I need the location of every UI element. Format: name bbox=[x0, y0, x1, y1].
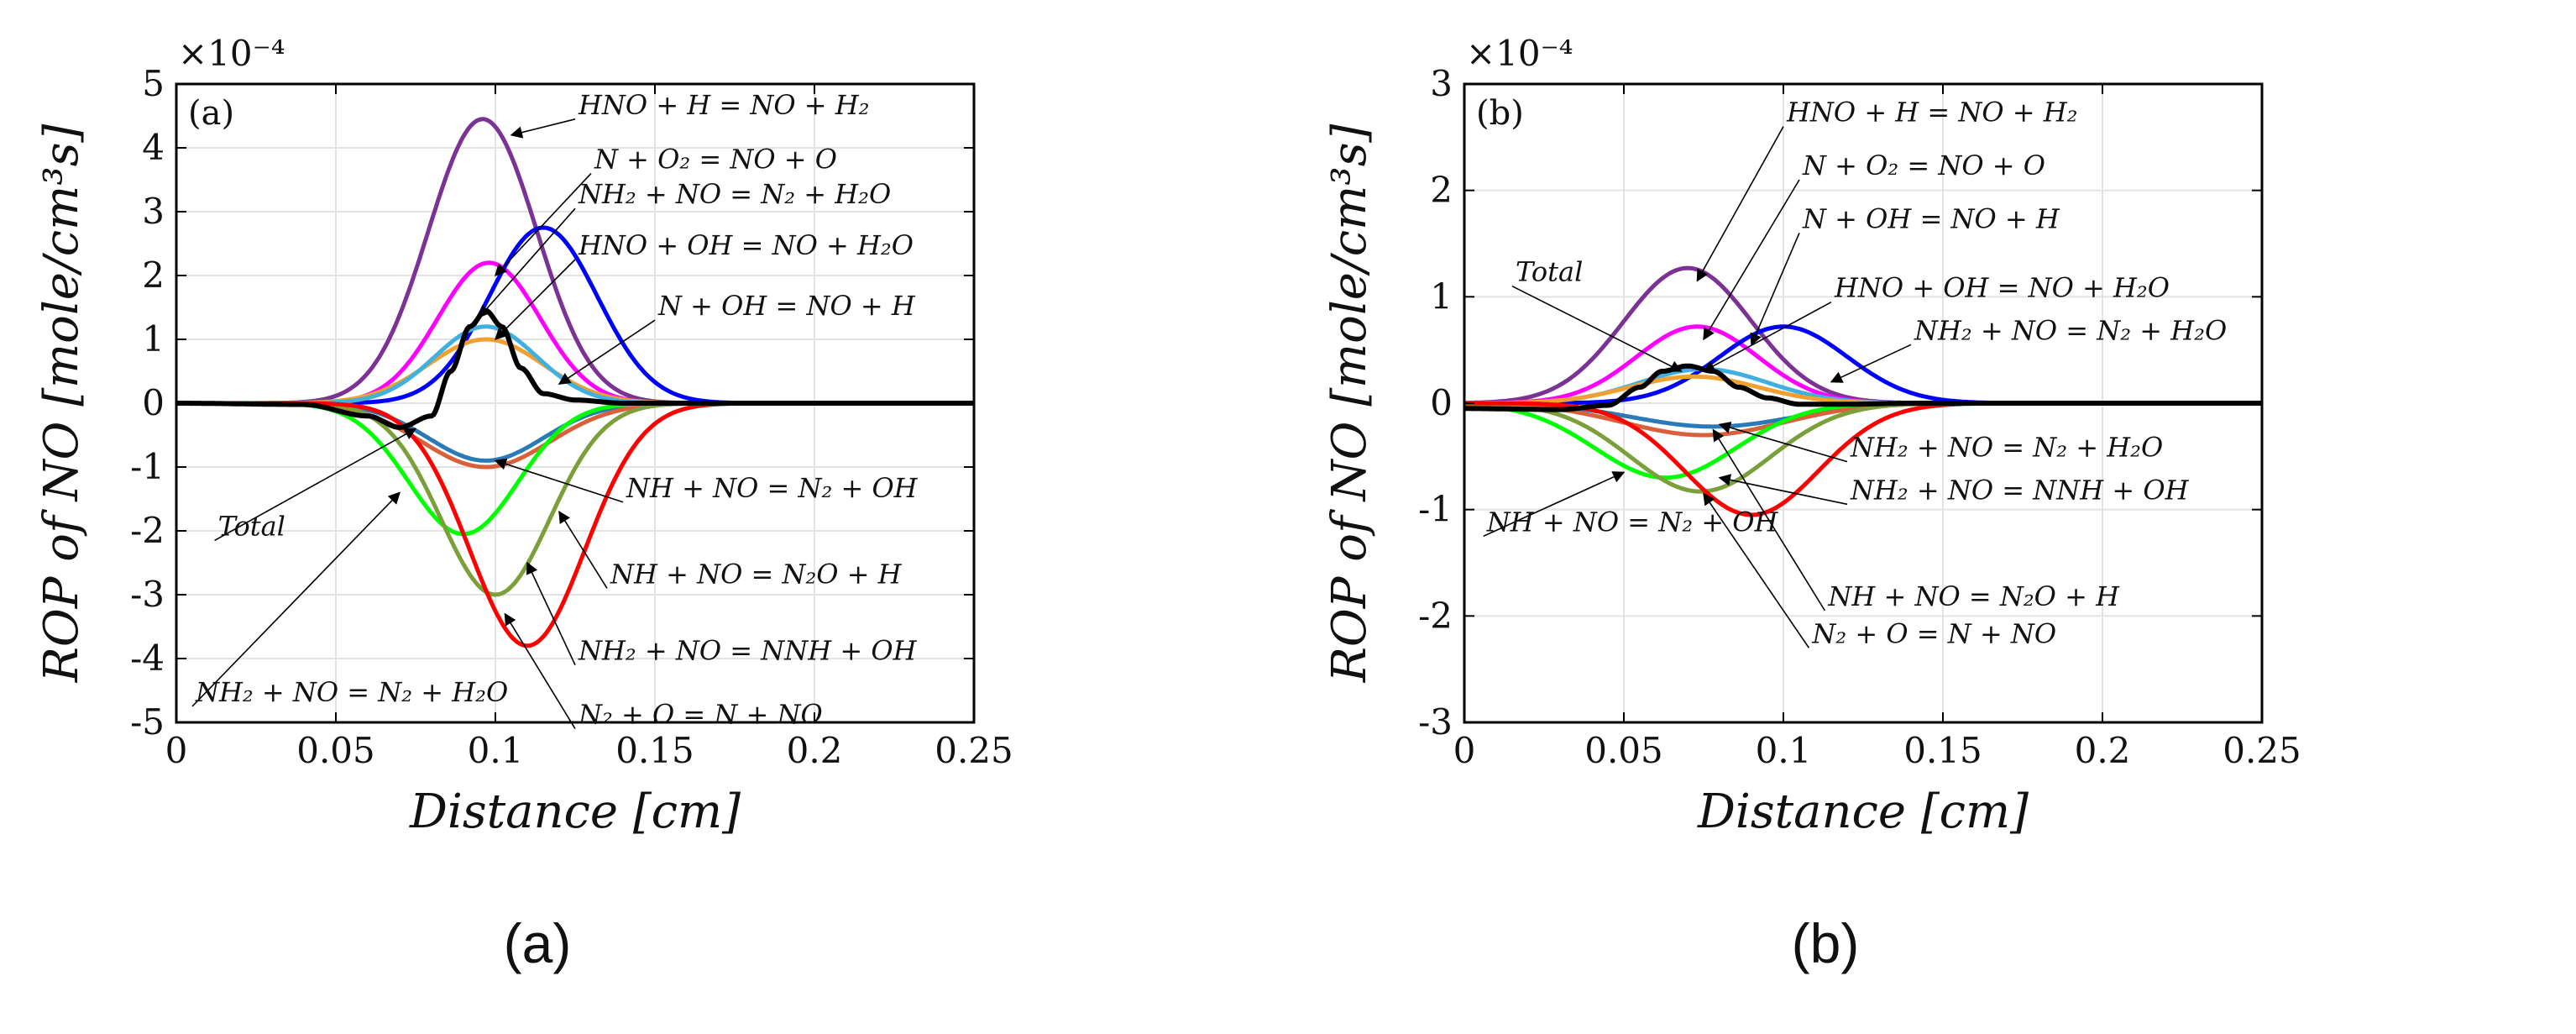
chart-panel-a: 0 0.05 0.1 0.15 0.2 0.25 5 4 3 2 1 0 -1 -2 -3 -4 -5 ×10⁻⁴… bbox=[34, 33, 1013, 839]
annotation-label: Total bbox=[1516, 256, 1583, 288]
y-tick-label: 1 bbox=[142, 318, 165, 360]
annotation-label: NH + NO = N₂O + H bbox=[610, 558, 903, 590]
annotation-label: NH + NO = N₂ + OH bbox=[1486, 506, 1779, 538]
annotation-arrow bbox=[1718, 474, 1848, 506]
x-tick-label: 0.25 bbox=[2223, 730, 2301, 771]
annotation-label: HNO + H = NO + H₂ bbox=[1786, 97, 2077, 129]
annotation-label: NH + NO = N₂ + OH bbox=[626, 472, 919, 504]
series-line bbox=[176, 401, 974, 648]
y-tick-label: 5 bbox=[142, 63, 165, 104]
chart-panel-b: 0 0.05 0.1 0.15 0.2 0.25 3 2 1 0 -1 -2 -3 ×10⁻⁴ (b) Dis… bbox=[1288, 0, 2576, 1034]
series-line-total bbox=[176, 307, 974, 430]
x-tick-label: 0.1 bbox=[1756, 730, 1812, 771]
annotation-label: HNO + OH = NO + H₂O bbox=[1834, 272, 2170, 304]
annotation-arrow bbox=[1712, 428, 1826, 611]
series-line bbox=[176, 401, 974, 463]
annotation-arrow bbox=[1483, 471, 1626, 538]
caption-b: (b) bbox=[1791, 912, 1860, 974]
annotation-arrow bbox=[191, 491, 401, 707]
annotation-label: N + O₂ = NO + O bbox=[1802, 150, 2045, 181]
annotation-label: HNO + OH = NO + H₂O bbox=[578, 229, 914, 261]
annotation-arrow bbox=[495, 172, 592, 277]
annotation-arrow bbox=[494, 458, 624, 503]
x-tick-label: 0.05 bbox=[296, 730, 375, 771]
annotation-label: NH₂ + NO = N₂ + H₂O bbox=[1850, 432, 2163, 464]
y-tick-label: 0 bbox=[1430, 382, 1453, 423]
annotation-label: HNO + H = NO + H₂ bbox=[578, 89, 869, 121]
annotation-label: N + O₂ = NO + O bbox=[594, 143, 837, 175]
annotation-arrow bbox=[1718, 422, 1848, 463]
annotation-arrow bbox=[1703, 179, 1800, 341]
annotation-label: N + OH = NO + H bbox=[657, 290, 916, 322]
y-tick-label: 3 bbox=[1430, 63, 1453, 104]
x-tick-label: 0 bbox=[1453, 730, 1476, 771]
x-tick-label: 0.2 bbox=[787, 730, 843, 771]
y-tick-label: -2 bbox=[130, 510, 165, 551]
chart-a: 0 0.05 0.1 0.15 0.2 0.25 5 4 3 2 1 0 -1 -2 -3 -4 -5 ×10⁻⁴… bbox=[34, 33, 1013, 839]
y-tick-label: -3 bbox=[130, 574, 165, 615]
annotation-label: NH₂ + NO = NNH + OH bbox=[1850, 474, 2190, 506]
x-tick-label: 0.15 bbox=[1903, 730, 1982, 771]
annotation-arrow bbox=[214, 428, 417, 542]
annotation-label: NH₂ + NO = NNH + OH bbox=[578, 635, 918, 667]
annotation-arrow bbox=[479, 207, 576, 318]
annotation-arrow bbox=[1511, 285, 1683, 372]
y-tick-label: 3 bbox=[142, 191, 165, 232]
x-axis-label: Distance [cm] bbox=[1697, 785, 2029, 839]
x-tick-label: 0.15 bbox=[615, 730, 694, 771]
annotation-label: NH₂ + NO = N₂ + H₂O bbox=[578, 178, 891, 210]
y-axis-label: ROP of NO [mole/cm³s] bbox=[34, 124, 89, 684]
series-line-total bbox=[1464, 363, 2262, 412]
annotation-arrow bbox=[504, 612, 576, 730]
annotation-arrow bbox=[1696, 126, 1784, 282]
x-tick-label: 0 bbox=[165, 730, 188, 771]
annotation-label: N₂ + O = N + NO bbox=[1811, 617, 2056, 649]
y-tick-label: 1 bbox=[1430, 276, 1453, 317]
y-tick-label: -5 bbox=[130, 701, 165, 743]
x-tick-label: 0.2 bbox=[2075, 730, 2131, 771]
annotation-label: Total bbox=[218, 510, 285, 542]
series-line bbox=[176, 401, 974, 470]
annotation-label: N₂ + O = N + NO bbox=[578, 699, 823, 731]
annotation-arrow bbox=[510, 118, 576, 139]
annotation-label: N + OH = NO + H bbox=[1802, 202, 2060, 234]
annotation-label: NH₂ + NO = N₂ + H₂O bbox=[1914, 314, 2227, 346]
y-tick-label: -3 bbox=[1418, 701, 1453, 743]
y-tick-label: 0 bbox=[142, 382, 165, 423]
x-axis-label: Distance [cm] bbox=[409, 785, 741, 839]
annotation-arrow bbox=[1703, 492, 1810, 648]
y-tick-label: -1 bbox=[130, 446, 165, 487]
annotation-label: NH₂ + NO = N₂ + H₂O bbox=[195, 676, 508, 708]
y-tick-label: 4 bbox=[142, 127, 165, 168]
annotation-arrow bbox=[1702, 301, 1832, 372]
annotation-arrow bbox=[526, 561, 576, 665]
panel-label: (a) bbox=[188, 94, 234, 133]
annotation-arrow bbox=[558, 510, 608, 589]
x-tick-label: 0.1 bbox=[468, 730, 524, 771]
y-tick-label: 2 bbox=[142, 255, 165, 296]
y-exponent-label: ×10⁻⁴ bbox=[1466, 33, 1573, 74]
annotation-label: NH + NO = N₂O + H bbox=[1827, 580, 2120, 612]
annotation-arrow bbox=[494, 259, 576, 341]
annotation-arrow bbox=[1830, 344, 1912, 383]
y-tick-label: 2 bbox=[1430, 170, 1453, 211]
annotation-arrow bbox=[1750, 233, 1800, 346]
y-exponent-label: ×10⁻⁴ bbox=[178, 33, 285, 74]
panel-label: (b) bbox=[1476, 94, 1524, 133]
y-tick-label: -4 bbox=[130, 638, 165, 679]
chart-b: 0 0.05 0.1 0.15 0.2 0.25 3 2 1 0 -1 -2 -3 ×10⁻⁴ (b) Dis… bbox=[1322, 33, 2301, 839]
y-tick-label: -2 bbox=[1418, 595, 1453, 636]
annotation-arrow bbox=[558, 319, 656, 385]
y-tick-label: -1 bbox=[1418, 489, 1453, 530]
x-tick-label: 0.05 bbox=[1584, 730, 1663, 771]
x-tick-label: 0.25 bbox=[935, 730, 1013, 771]
caption-a: (a) bbox=[503, 912, 572, 974]
y-axis-label: ROP of NO [mole/cm³s] bbox=[1322, 124, 1377, 684]
